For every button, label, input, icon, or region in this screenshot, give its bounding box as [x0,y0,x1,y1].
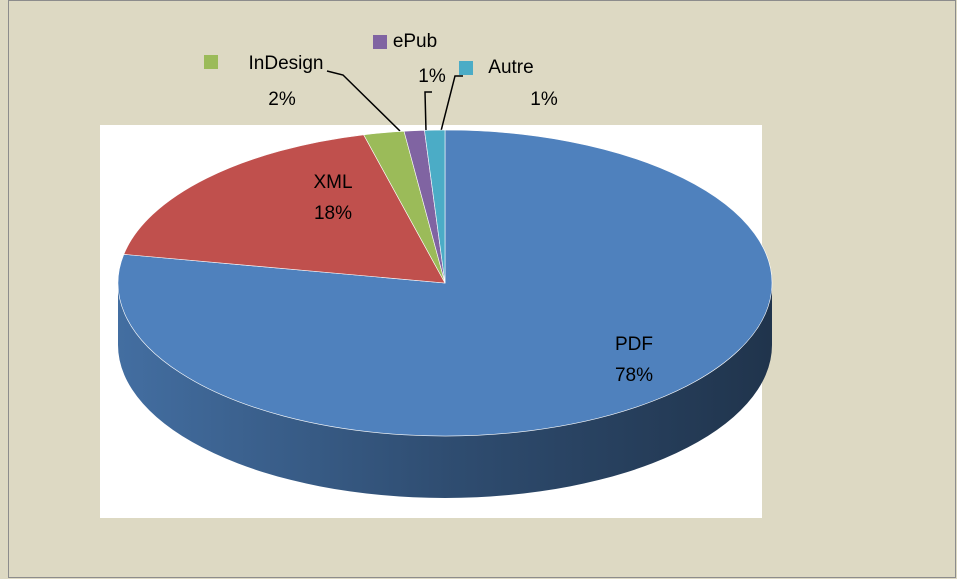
leader-line [424,91,432,132]
data-label-value: 2% [268,89,296,110]
label-marker [204,55,218,69]
label-marker [459,61,473,75]
data-label-name: ePub [393,31,437,52]
leader-line [440,75,463,132]
data-label-value: 18% [314,203,352,224]
data-label-name: XML [313,172,352,193]
data-label-name: InDesign [249,53,324,74]
pie-slice [123,134,446,284]
pie-slice [117,129,773,437]
data-label-value: 78% [615,365,653,386]
data-label-name: Autre [488,57,533,78]
label-marker [373,35,387,49]
pie-slice-side [118,283,772,498]
pie-slice [424,129,446,284]
leader-line [326,70,401,132]
data-label-value: 1% [530,89,558,110]
data-label-value: 1% [418,66,446,87]
data-label-name: PDF [615,334,653,355]
